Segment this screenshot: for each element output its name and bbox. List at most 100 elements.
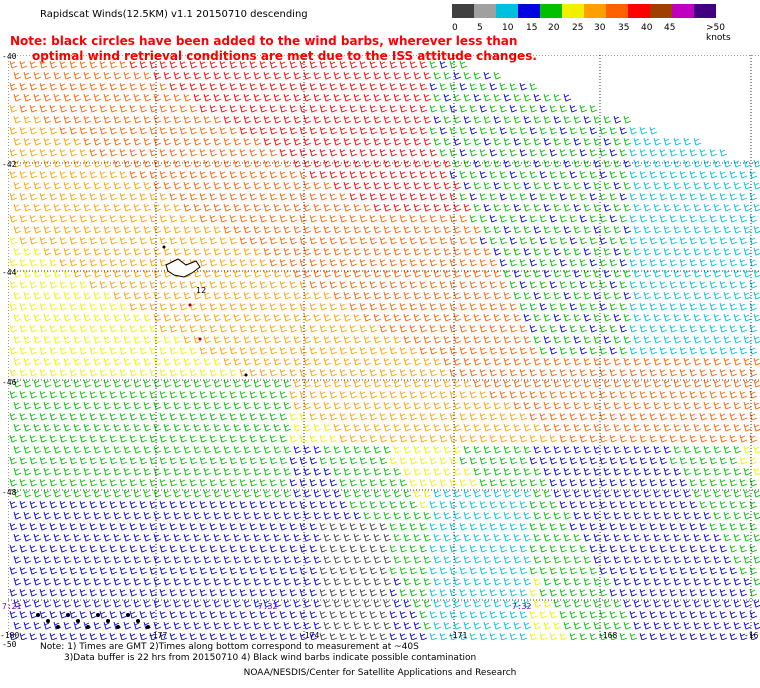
wind-barb xyxy=(300,259,307,266)
wind-barb xyxy=(294,138,301,145)
wind-barb xyxy=(484,160,491,167)
wind-barb xyxy=(384,72,391,79)
wind-barb xyxy=(390,435,397,442)
wind-barb xyxy=(634,622,641,629)
wind-barb xyxy=(164,402,171,409)
wind-barb xyxy=(44,402,51,409)
wind-barb xyxy=(104,534,111,541)
wind-barb xyxy=(230,149,237,156)
wind-barb xyxy=(120,457,127,464)
wind-barb xyxy=(754,622,760,629)
wind-barb xyxy=(650,347,657,354)
wind-barb xyxy=(710,633,717,640)
wind-barb xyxy=(84,402,91,409)
wind-barb xyxy=(194,490,201,497)
wind-barb xyxy=(664,534,671,541)
wind-barb xyxy=(584,292,591,299)
wind-barb xyxy=(350,193,357,200)
wind-barb xyxy=(494,358,501,365)
wind-barb xyxy=(84,94,91,101)
wind-barb xyxy=(104,336,111,343)
wind-barb xyxy=(104,446,111,453)
wind-barb xyxy=(360,127,367,134)
wind-barb xyxy=(444,556,451,563)
wind-barb xyxy=(340,545,347,552)
note-line-1: Note: black circles have been added to t… xyxy=(10,34,610,49)
wind-barb xyxy=(14,314,21,321)
wind-barb xyxy=(684,314,691,321)
wind-barb xyxy=(560,325,567,332)
wind-barb xyxy=(524,292,531,299)
wind-barb xyxy=(754,182,760,189)
wind-barb xyxy=(620,171,627,178)
wind-barb xyxy=(614,314,621,321)
wind-barb xyxy=(694,402,701,409)
wind-barb xyxy=(134,556,141,563)
wind-barb xyxy=(60,545,67,552)
wind-barb xyxy=(390,105,397,112)
wind-barb xyxy=(484,94,491,101)
wind-barb xyxy=(550,523,557,530)
wind-barb xyxy=(404,468,411,475)
wind-barb xyxy=(494,490,501,497)
wind-barb xyxy=(114,358,121,365)
wind-barb xyxy=(160,215,167,222)
wind-barb xyxy=(440,347,447,354)
contaminated-marker xyxy=(96,613,100,617)
wind-barb xyxy=(180,413,187,420)
wind-barb xyxy=(604,600,611,607)
wind-barb xyxy=(180,369,187,376)
wind-barb xyxy=(170,193,177,200)
wind-barb xyxy=(250,523,257,530)
wind-barb xyxy=(450,127,457,134)
wind-barb xyxy=(494,622,501,629)
contaminated-marker xyxy=(126,613,130,617)
contaminated-marker xyxy=(36,613,40,617)
wind-barb xyxy=(674,160,681,167)
wind-barb xyxy=(180,127,187,134)
wind-barb xyxy=(190,83,197,90)
wind-barb xyxy=(260,435,267,442)
wind-barb xyxy=(724,248,731,255)
wind-barb xyxy=(254,336,261,343)
wind-barb xyxy=(694,292,701,299)
wind-barb xyxy=(384,402,391,409)
wind-barb xyxy=(54,490,61,497)
wind-barb xyxy=(20,281,27,288)
wind-barb xyxy=(50,237,57,244)
wind-barb xyxy=(454,336,461,343)
wind-barb xyxy=(664,358,671,365)
wind-barb xyxy=(574,490,581,497)
wind-barb xyxy=(544,116,551,123)
wind-barb xyxy=(54,182,61,189)
wind-barb xyxy=(180,567,187,574)
wind-barb xyxy=(44,622,51,629)
wind-barb xyxy=(354,226,361,233)
wind-barb xyxy=(744,204,751,211)
wind-barb xyxy=(240,545,247,552)
wind-barb xyxy=(220,501,227,508)
wind-barb xyxy=(234,226,241,233)
footer-line-2: 3)Data buffer is 22 hrs from 20150710 4)… xyxy=(40,653,476,664)
wind-barb xyxy=(740,611,747,618)
wind-barb xyxy=(154,600,161,607)
wind-barb xyxy=(614,622,621,629)
wind-barb xyxy=(560,171,567,178)
wind-barb xyxy=(154,116,161,123)
wind-barb xyxy=(14,446,21,453)
wind-barb xyxy=(144,116,151,123)
wind-barb xyxy=(670,501,677,508)
wind-barb xyxy=(484,292,491,299)
wind-barb xyxy=(704,314,711,321)
wind-barb xyxy=(224,512,231,519)
wind-barb xyxy=(740,479,747,486)
wind-barb xyxy=(484,622,491,629)
wind-barb xyxy=(364,446,371,453)
wind-barb xyxy=(540,369,547,376)
wind-barb xyxy=(524,534,531,541)
wind-barb xyxy=(714,534,721,541)
wind-barb xyxy=(510,259,517,266)
wind-barb xyxy=(10,281,17,288)
wind-barb xyxy=(400,347,407,354)
wind-barb xyxy=(644,380,651,387)
